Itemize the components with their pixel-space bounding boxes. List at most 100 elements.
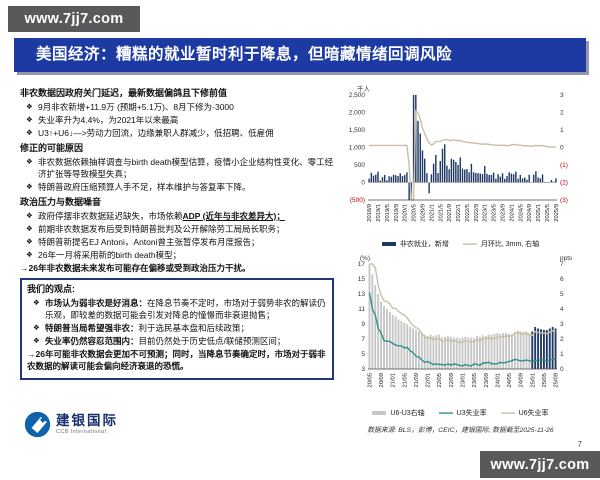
svg-text:22/09: 22/09 (449, 373, 455, 388)
svg-text:2020/5: 2020/5 (412, 204, 418, 222)
svg-text:2022/9: 2022/9 (474, 204, 480, 222)
unemployment-chart: 17 15 13 11 9 7 5 3 7 6 5 4 3 2 1 0 (%) ppts 20/05 20/09 21/… (358, 255, 573, 388)
svg-text:25/05: 25/05 (542, 373, 548, 388)
svg-text:2: 2 (560, 336, 564, 343)
page-title: 美国经济：糟糕的就业暂时利于降息，但暗藏情绪回调风险 (14, 38, 586, 72)
bullet-text: 26年一月将采用新的birth death模型； (38, 249, 182, 260)
svg-text:2,500: 2,500 (349, 92, 366, 99)
bullet-diamond-icon: ❖ (26, 114, 33, 124)
legend-label: U3失业率 (456, 410, 487, 417)
svg-text:17: 17 (358, 261, 366, 268)
bullet-diamond-icon: ❖ (26, 223, 33, 233)
watermark-bottom: www.7jj7.com (480, 451, 600, 478)
svg-text:2022/1: 2022/1 (456, 204, 462, 222)
bullet-item: ❖ 失业率升为4.4%，为2021年以来最高 (26, 114, 334, 126)
svg-text:3: 3 (361, 366, 365, 373)
bullet-text: 市场认为弱非农是好消息：在降息节奏不定时，市场对于弱势非农的解读仍乐观，即较差的… (45, 297, 326, 320)
ccb-logo-icon (24, 411, 51, 438)
bullet-item: ❖ 政府停摆非农数据延迟缺失，市场依赖ADP (近年与非农差异大)； (26, 210, 334, 222)
svg-text:ppts: ppts (560, 255, 573, 262)
svg-text:24/09: 24/09 (519, 373, 525, 388)
svg-text:500: 500 (354, 162, 365, 169)
svg-text:7: 7 (361, 336, 365, 343)
ccb-logo: 建银国际 CCB International (24, 411, 118, 438)
bullet-text: U3↑+U6↓—>劳动力回流，边缘兼职人群减少，低招聘、低雇佣 (38, 127, 274, 138)
bullet-text: 特朗普新提名EJ Antoni，Antoni曾主张暂停发布月度报告； (38, 236, 260, 247)
svg-text:(1): (1) (560, 162, 568, 169)
svg-text:2023/9: 2023/9 (501, 204, 507, 222)
svg-text:24/05: 24/05 (507, 373, 513, 388)
legend-swatch-icon (438, 412, 453, 414)
svg-text:25/01: 25/01 (530, 373, 536, 388)
watermark-top: www.7jj7.com (8, 6, 140, 32)
logo-en: CCB International (56, 428, 107, 435)
left-column: 非农数据因政府关门延迟，最新数据偏鸽且下修前值 ❖ 9月非农新增+11.9万 (预期… (20, 84, 334, 381)
svg-text:23/05: 23/05 (472, 373, 478, 388)
svg-text:2024/1: 2024/1 (509, 204, 515, 222)
svg-text:2025/9: 2025/9 (554, 204, 560, 222)
svg-text:2018/9: 2018/9 (367, 204, 373, 222)
legend-swatch-icon (372, 411, 387, 415)
bullet-diamond-icon: ❖ (33, 297, 40, 307)
conclusion-line: →26年非农数据未来发布可能存在偏移或受到政治压力干扰。 (20, 262, 251, 273)
svg-text:1: 1 (560, 127, 564, 134)
bullet-item: ❖ 特朗普当局希望强非农：利于选民基本盘和后续政策； (33, 322, 326, 334)
svg-text:1,500: 1,500 (349, 127, 366, 134)
svg-text:2023/5: 2023/5 (492, 204, 498, 222)
legend-label: 月环比, 3mm, 右轴 (480, 241, 540, 248)
bullet-text: 政府停摆非农数据延迟缺失，市场依赖ADP (近年与非农差异大)； (38, 210, 285, 221)
bullet-item: ❖ 9月非农新增+11.9万 (预期+5.1万)、8月下修为-3000 (26, 101, 334, 113)
svg-text:2: 2 (560, 110, 564, 117)
our-view-title: 我们的观点: (27, 283, 75, 294)
svg-text:2022/5: 2022/5 (465, 204, 471, 222)
bullet-text: 特朗普当局希望强非农：利于选民基本盘和后续政策； (45, 322, 250, 333)
svg-text:2019/1: 2019/1 (376, 204, 382, 222)
svg-text:2020/1: 2020/1 (403, 204, 409, 222)
legend-item: 月环比, 3mm, 右轴 (462, 239, 540, 249)
bullet-item: ❖ 特朗普新提名EJ Antoni，Antoni曾主张暂停发布月度报告； (26, 236, 334, 248)
svg-text:24/01: 24/01 (495, 373, 501, 388)
bullet-diamond-icon: ❖ (26, 210, 33, 220)
legend-item: U6-U3右轴 (372, 408, 425, 418)
bullet-diamond-icon: ❖ (26, 127, 33, 137)
section-header: 政治压力与数据噪音 (20, 196, 102, 207)
svg-text:5: 5 (361, 351, 365, 358)
bullet-item: ❖ 失业率仍然容忍范围内：目前仍然处于历史低点/联储预测区间； (33, 335, 326, 347)
svg-text:5: 5 (560, 291, 564, 298)
bullet-text: 9月非农新增+11.9万 (预期+5.1万)、8月下修为-3000 (38, 101, 234, 112)
svg-text:21/01: 21/01 (391, 373, 397, 388)
svg-text:6: 6 (560, 276, 564, 283)
data-source: 数据来源: BLS，彭博，CEIC，建银国际; 数据截至2025-11-26 (367, 427, 554, 434)
svg-text:3: 3 (560, 92, 564, 99)
bullet-diamond-icon: ❖ (33, 335, 40, 345)
bullet-diamond-icon: ❖ (33, 322, 40, 332)
svg-text:2024/9: 2024/9 (527, 204, 533, 222)
bullet-diamond-icon: ❖ (26, 236, 33, 246)
legend-swatch-icon (462, 243, 477, 245)
svg-text:1,000: 1,000 (349, 145, 366, 152)
legend-item: U6失业率 (500, 408, 549, 418)
svg-text:(500): (500) (350, 197, 365, 204)
svg-text:15: 15 (358, 276, 366, 283)
svg-text:2019/9: 2019/9 (394, 204, 400, 222)
svg-text:2025/5: 2025/5 (545, 204, 551, 222)
svg-text:23/09: 23/09 (484, 373, 490, 388)
logo-cn: 建银国际 (56, 413, 118, 429)
legend-item: U3失业率 (438, 408, 487, 418)
section-header: 非农数据因政府关门延迟，最新数据偏鸽且下修前值 (20, 88, 228, 98)
svg-text:11: 11 (358, 306, 365, 313)
bullet-item: ❖ 特朗普政府压缩预算人手不足，样本维护与答复率下降。 (26, 181, 334, 193)
legend-label: U6失业率 (518, 410, 549, 417)
svg-text:2024/5: 2024/5 (518, 204, 524, 222)
svg-text:21/05: 21/05 (402, 373, 408, 388)
svg-text:2019/5: 2019/5 (385, 204, 391, 222)
legend-item: 非农就业，新增 (381, 239, 449, 249)
chart2-legend: U6-U3右轴 U3失业率 U6失业率 (335, 408, 586, 418)
legend-swatch-icon (381, 242, 396, 246)
svg-text:0: 0 (361, 180, 365, 187)
svg-text:13: 13 (358, 291, 366, 298)
bullet-item: ❖ 前期非农数据发布后受到特朗普批判及公开解除劳工局局长职务； (26, 223, 334, 235)
svg-text:(3): (3) (560, 197, 568, 204)
charts-column: 2,500 2,000 1,500 1,000 500 0 (500) 3 2 1 0 (1) (2) (… (335, 84, 586, 449)
svg-text:4: 4 (560, 306, 564, 313)
